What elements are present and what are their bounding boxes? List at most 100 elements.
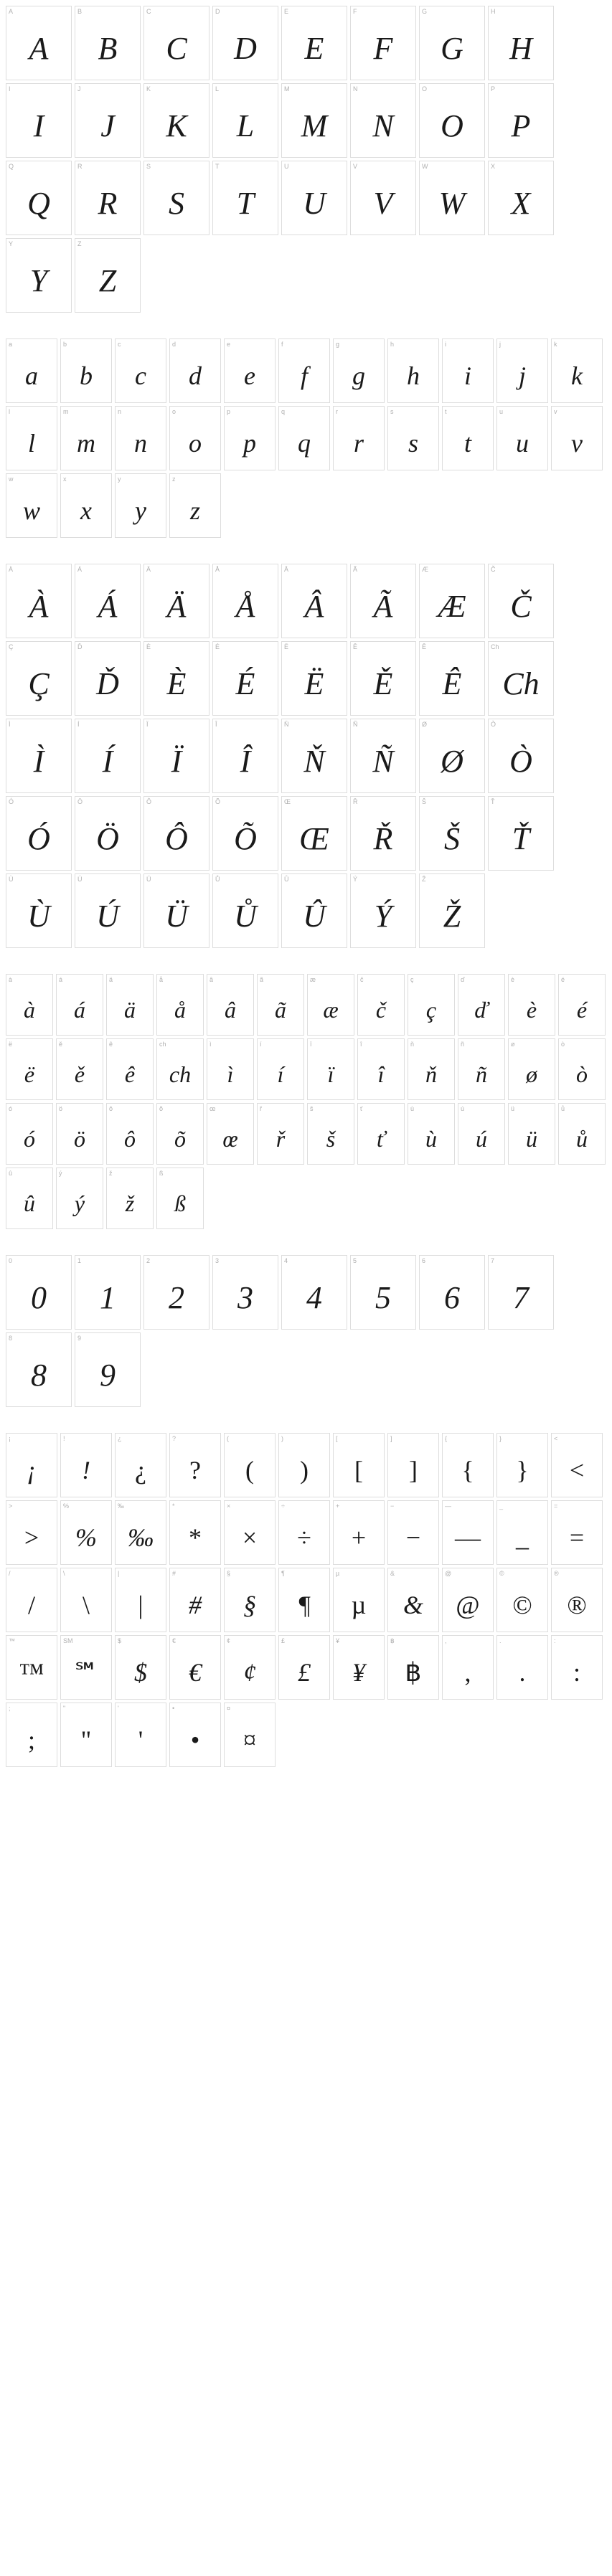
glyph-cell[interactable]: ťť [357,1103,405,1165]
glyph-cell[interactable]: ŽŽ [419,873,485,948]
glyph-cell[interactable]: ]] [387,1433,439,1497]
glyph-cell[interactable]: ââ [207,974,254,1036]
glyph-cell[interactable]: VV [350,161,416,235]
glyph-cell[interactable]: BB [75,6,141,80]
glyph-cell[interactable]: øø [508,1038,555,1100]
glyph-cell[interactable]: ss [387,406,439,470]
glyph-cell[interactable]: ÕÕ [212,796,278,871]
glyph-cell[interactable]: hh [387,338,439,403]
glyph-cell[interactable]: öö [56,1103,103,1165]
glyph-cell[interactable]: YY [6,238,72,313]
glyph-cell[interactable]: ûû [6,1168,53,1229]
glyph-cell[interactable]: ÎÎ [212,719,278,793]
glyph-cell[interactable]: čč [357,974,405,1036]
glyph-cell[interactable]: ìì [207,1038,254,1100]
glyph-cell[interactable]: zz [169,473,221,538]
glyph-cell[interactable]: yy [115,473,166,538]
glyph-cell[interactable]: řř [257,1103,304,1165]
glyph-cell[interactable]: jj [496,338,548,403]
glyph-cell[interactable]: MM [281,83,347,158]
glyph-cell[interactable]: LL [212,83,278,158]
glyph-cell[interactable]: KK [143,83,210,158]
glyph-cell[interactable]: ëë [6,1038,53,1100]
glyph-cell[interactable]: uu [496,406,548,470]
glyph-cell[interactable]: îî [357,1038,405,1100]
glyph-cell[interactable]: RR [75,161,141,235]
glyph-cell[interactable]: ™™ [6,1635,57,1700]
glyph-cell[interactable]: ÏÏ [143,719,210,793]
glyph-cell[interactable]: €€ [169,1635,221,1700]
glyph-cell[interactable]: 00 [6,1255,72,1330]
glyph-cell[interactable]: ÈÈ [143,641,210,716]
glyph-cell[interactable]: PP [488,83,554,158]
glyph-cell[interactable]: << [551,1433,603,1497]
glyph-cell[interactable]: •• [169,1703,221,1767]
glyph-cell[interactable]: žž [106,1168,154,1229]
glyph-cell[interactable]: ©© [496,1568,548,1632]
glyph-cell[interactable]: çç [408,974,455,1036]
glyph-cell[interactable]: ÍÍ [75,719,141,793]
glyph-cell[interactable]: 22 [143,1255,210,1330]
glyph-cell[interactable]: üü [508,1103,555,1165]
glyph-cell[interactable]: êê [106,1038,154,1100]
glyph-cell[interactable]: 11 [75,1255,141,1330]
glyph-cell[interactable]: ÑÑ [350,719,416,793]
glyph-cell[interactable]: 77 [488,1255,554,1330]
glyph-cell[interactable]: II [6,83,72,158]
glyph-cell[interactable]: 33 [212,1255,278,1330]
glyph-cell[interactable]: ,, [442,1635,494,1700]
glyph-cell[interactable]: }} [496,1433,548,1497]
glyph-cell[interactable]: @@ [442,1568,494,1632]
glyph-cell[interactable]: ÔÔ [143,796,210,871]
glyph-cell[interactable]: aa [6,338,57,403]
glyph-cell[interactable]: ££ [278,1635,330,1700]
glyph-cell[interactable]: TT [212,161,278,235]
glyph-cell[interactable]: EE [281,6,347,80]
glyph-cell[interactable]: ŘŘ [350,796,416,871]
glyph-cell[interactable]: §§ [224,1568,276,1632]
glyph-cell[interactable]: mm [60,406,112,470]
glyph-cell[interactable]: ĚĚ [350,641,416,716]
glyph-cell[interactable]: ‰‰ [115,1500,166,1565]
glyph-cell[interactable]: ďď [458,974,505,1036]
glyph-cell[interactable]: ÓÓ [6,796,72,871]
glyph-cell[interactable]: tt [442,406,494,470]
glyph-cell[interactable]: ÃÃ [350,564,416,638]
glyph-cell[interactable]: ¢¢ [224,1635,276,1700]
glyph-cell[interactable]: ÖÖ [75,796,141,871]
glyph-cell[interactable]: ŇŇ [281,719,347,793]
glyph-cell[interactable]: ËË [281,641,347,716]
glyph-cell[interactable]: 55 [350,1255,416,1330]
glyph-cell[interactable]: FF [350,6,416,80]
glyph-cell[interactable]: ÂÂ [281,564,347,638]
glyph-cell[interactable]: $$ [115,1635,166,1700]
glyph-cell[interactable]: éé [558,974,606,1036]
glyph-cell[interactable]: '' [115,1703,166,1767]
glyph-cell[interactable]: ÁÁ [75,564,141,638]
glyph-cell[interactable]: oo [169,406,221,470]
glyph-cell[interactable]: ÜÜ [143,873,210,948]
glyph-cell[interactable]: ii [442,338,494,403]
glyph-cell[interactable]: íí [257,1038,304,1100]
glyph-cell[interactable]: ïï [307,1038,354,1100]
glyph-cell[interactable]: "" [60,1703,112,1767]
glyph-cell[interactable]: GG [419,6,485,80]
glyph-cell[interactable]: ňň [408,1038,455,1100]
glyph-cell[interactable]: ãã [257,974,304,1036]
glyph-cell[interactable]: àà [6,974,53,1036]
glyph-cell[interactable]: ++ [333,1500,385,1565]
glyph-cell[interactable]: JJ [75,83,141,158]
glyph-cell[interactable]: 88 [6,1332,72,1407]
glyph-cell[interactable]: dd [169,338,221,403]
glyph-cell[interactable]: ÇÇ [6,641,72,716]
glyph-cell[interactable]: kk [551,338,603,403]
glyph-cell[interactable]: ÅÅ [212,564,278,638]
glyph-cell[interactable]: SS [143,161,210,235]
glyph-cell[interactable]: ww [6,473,57,538]
glyph-cell[interactable]: ®® [551,1568,603,1632]
glyph-cell[interactable]: ææ [307,974,354,1036]
glyph-cell[interactable]: ÆÆ [419,564,485,638]
glyph-cell[interactable]: CC [143,6,210,80]
glyph-cell[interactable]: || [115,1568,166,1632]
glyph-cell[interactable]: ČČ [488,564,554,638]
